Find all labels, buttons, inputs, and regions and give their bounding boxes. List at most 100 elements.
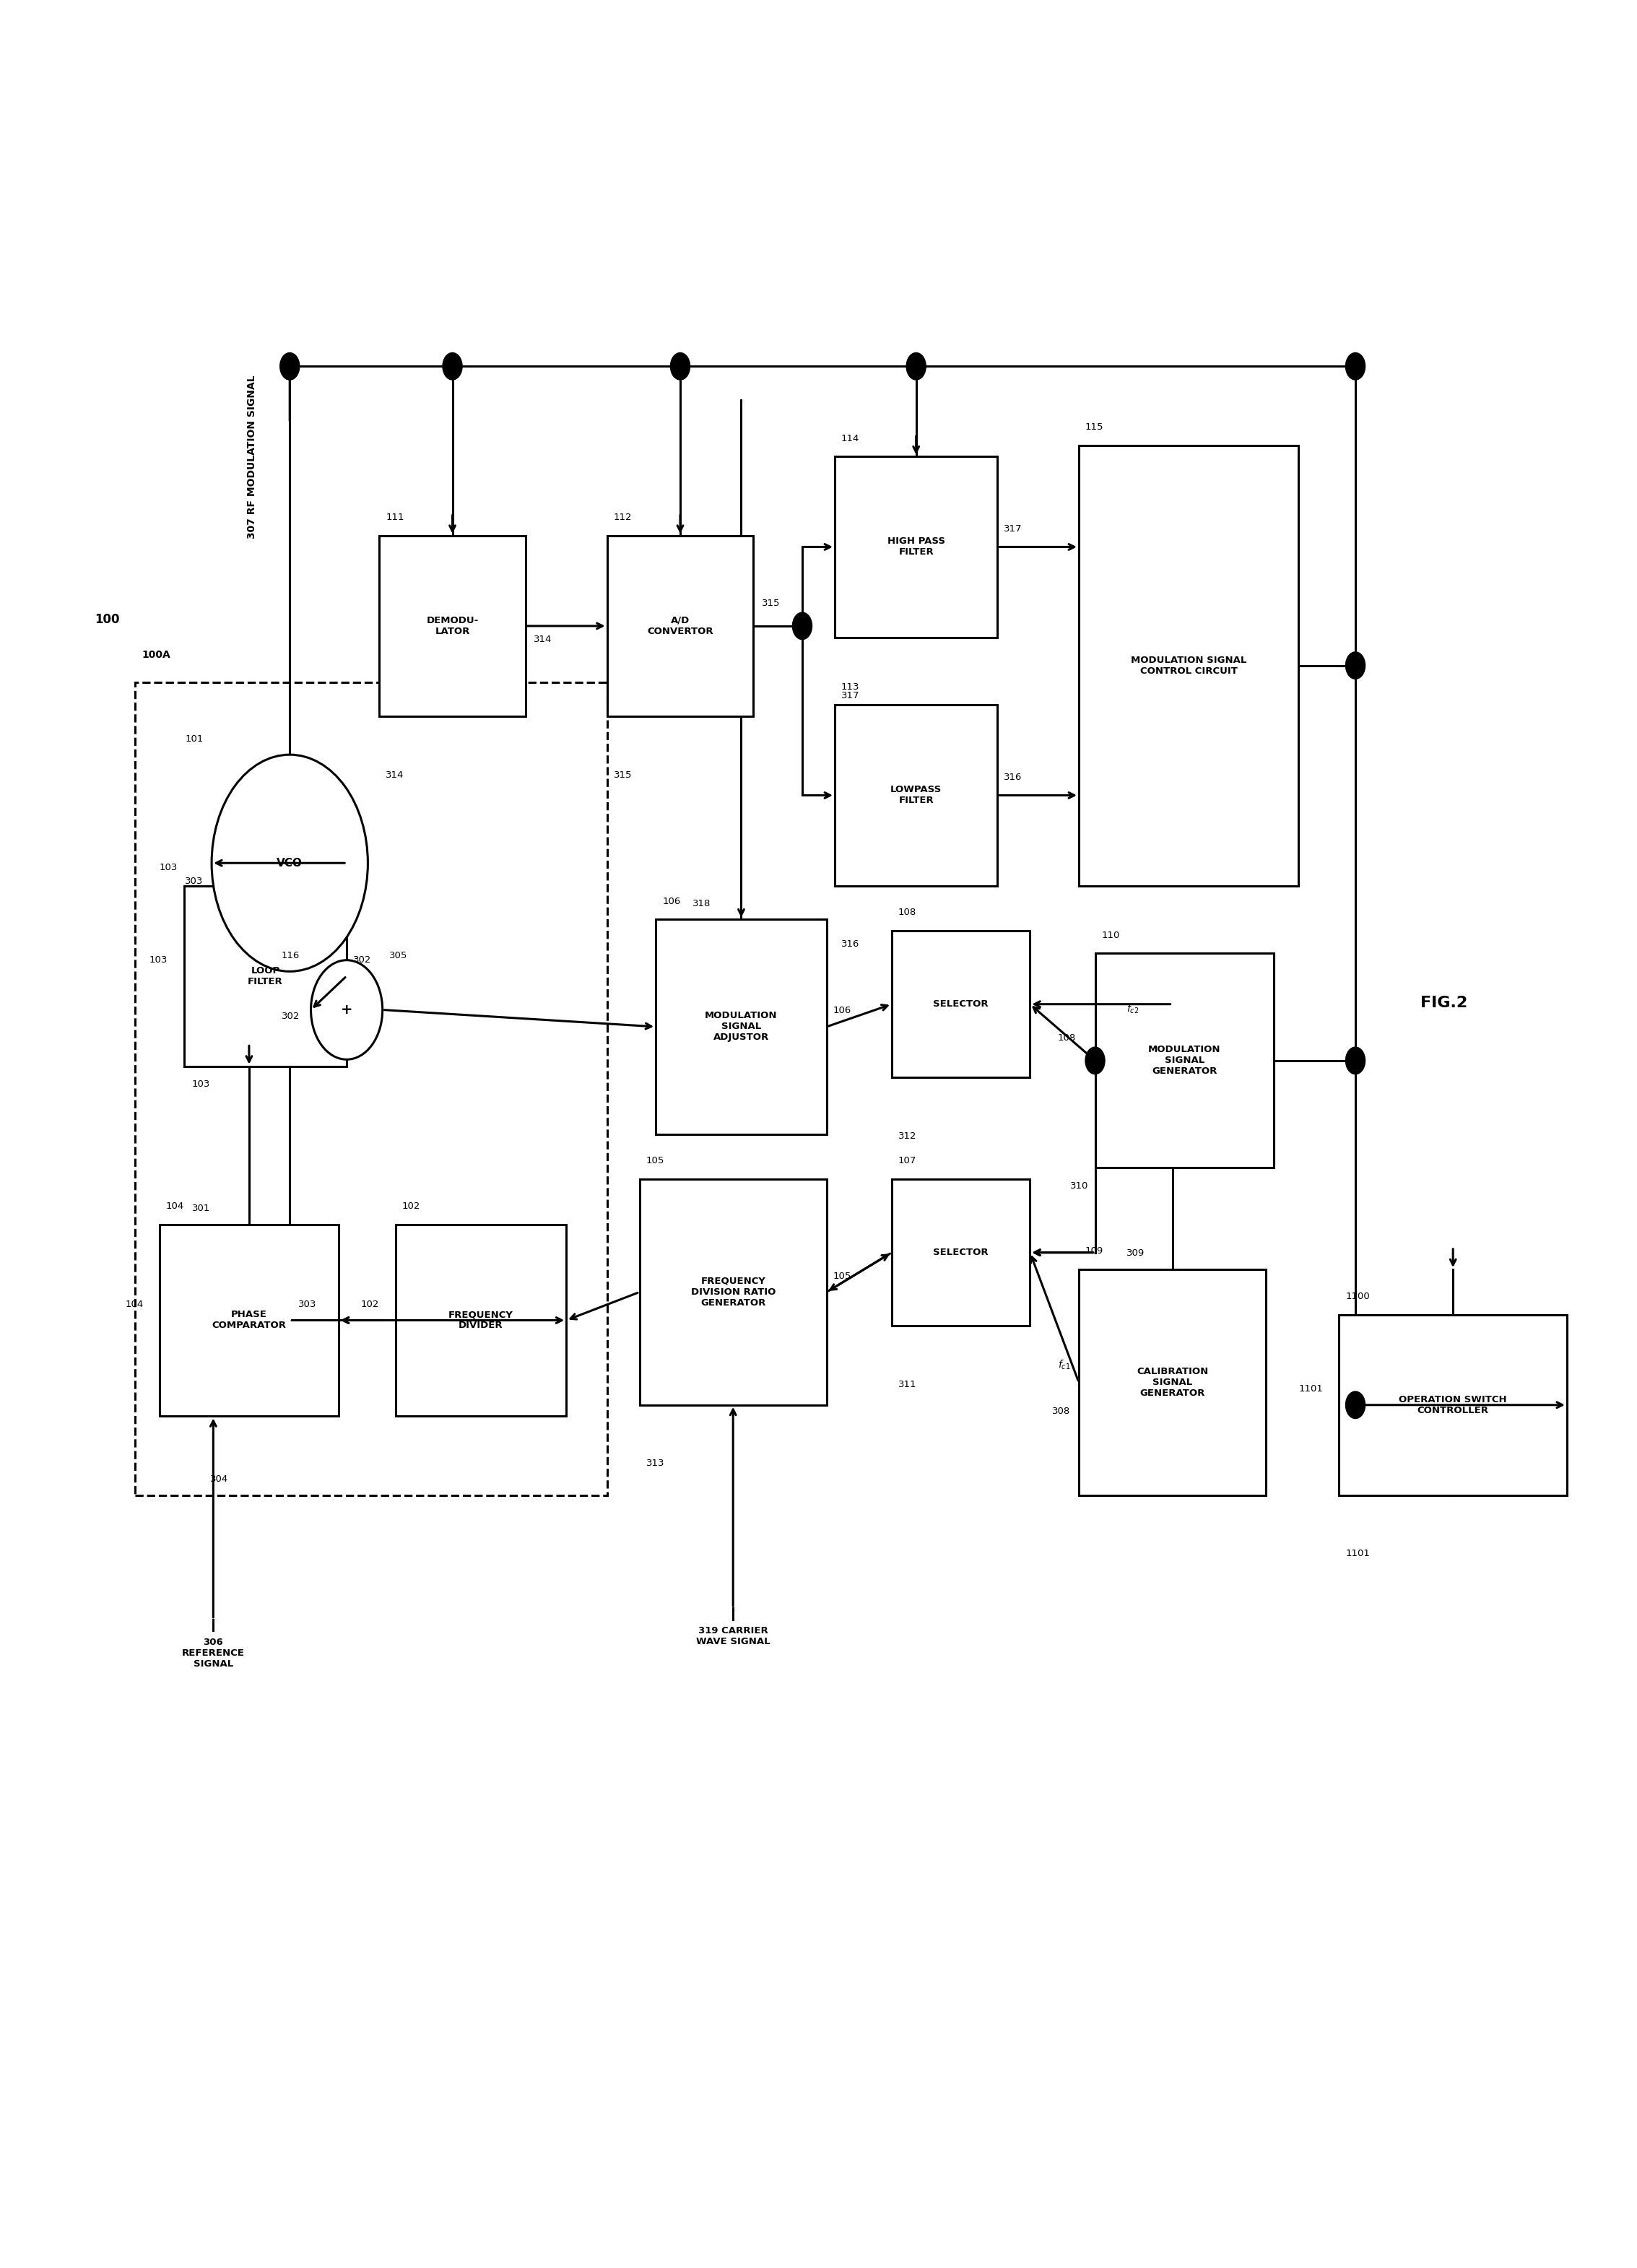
Circle shape <box>1346 354 1365 379</box>
Text: 104: 104 <box>165 1202 185 1211</box>
Text: MODULATION
SIGNAL
GENERATOR: MODULATION SIGNAL GENERATOR <box>1148 1046 1221 1075</box>
FancyBboxPatch shape <box>835 705 997 885</box>
Text: VCO: VCO <box>277 857 303 869</box>
FancyBboxPatch shape <box>835 456 997 637</box>
Text: 1101: 1101 <box>1346 1549 1370 1558</box>
Circle shape <box>1346 1048 1365 1075</box>
Circle shape <box>280 354 300 379</box>
Text: 301: 301 <box>192 1204 211 1213</box>
Text: 303: 303 <box>185 875 203 885</box>
Text: 105: 105 <box>833 1272 851 1281</box>
Circle shape <box>1346 1390 1365 1418</box>
FancyBboxPatch shape <box>607 535 753 717</box>
FancyBboxPatch shape <box>1095 953 1274 1168</box>
Text: 114: 114 <box>841 433 859 442</box>
Text: 102: 102 <box>403 1202 421 1211</box>
Text: $f_{c2}$: $f_{c2}$ <box>1126 1002 1139 1016</box>
FancyBboxPatch shape <box>159 1225 339 1415</box>
Text: LOWPASS
FILTER: LOWPASS FILTER <box>891 785 941 805</box>
FancyBboxPatch shape <box>183 885 347 1066</box>
Text: 312: 312 <box>899 1132 917 1141</box>
Text: 314: 314 <box>534 635 552 644</box>
Text: 102: 102 <box>360 1300 380 1309</box>
Text: 305: 305 <box>390 950 408 959</box>
Text: 309: 309 <box>1126 1250 1144 1259</box>
Text: 316: 316 <box>1003 773 1021 782</box>
FancyBboxPatch shape <box>1079 1270 1265 1495</box>
Text: FIG.2: FIG.2 <box>1421 996 1468 1009</box>
Text: 105: 105 <box>647 1157 665 1166</box>
Text: LOOP
FILTER: LOOP FILTER <box>247 966 283 987</box>
Text: DEMODU-
LATOR: DEMODU- LATOR <box>426 617 478 635</box>
Text: OPERATION SWITCH
CONTROLLER: OPERATION SWITCH CONTROLLER <box>1400 1395 1508 1415</box>
Text: 103: 103 <box>159 862 177 873</box>
Text: MODULATION SIGNAL
CONTROL CIRCUIT: MODULATION SIGNAL CONTROL CIRCUIT <box>1131 655 1246 676</box>
Text: 103: 103 <box>149 955 167 964</box>
FancyBboxPatch shape <box>892 1179 1030 1327</box>
Circle shape <box>907 354 927 379</box>
Circle shape <box>311 959 383 1059</box>
Circle shape <box>211 755 368 971</box>
FancyBboxPatch shape <box>1079 445 1298 885</box>
FancyBboxPatch shape <box>892 930 1030 1077</box>
Text: HIGH PASS
FILTER: HIGH PASS FILTER <box>887 538 945 558</box>
Circle shape <box>442 354 462 379</box>
Text: 311: 311 <box>899 1379 917 1390</box>
Text: 100: 100 <box>95 612 120 626</box>
Text: 1101: 1101 <box>1298 1383 1323 1393</box>
Text: 304: 304 <box>210 1474 228 1483</box>
Text: MODULATION
SIGNAL
ADJUSTOR: MODULATION SIGNAL ADJUSTOR <box>706 1012 778 1043</box>
Circle shape <box>1085 1048 1105 1075</box>
Text: 107: 107 <box>899 1157 917 1166</box>
Text: A/D
CONVERTOR: A/D CONVERTOR <box>647 617 714 635</box>
Text: 100A: 100A <box>142 649 170 660</box>
Text: 108: 108 <box>1058 1034 1076 1043</box>
FancyBboxPatch shape <box>396 1225 566 1415</box>
Text: 313: 313 <box>647 1458 665 1467</box>
Text: 1100: 1100 <box>1346 1293 1370 1302</box>
Circle shape <box>1346 651 1365 678</box>
Text: $f_{c1}$: $f_{c1}$ <box>1058 1359 1071 1372</box>
Text: SELECTOR: SELECTOR <box>933 1000 989 1009</box>
Text: 316: 316 <box>841 939 859 948</box>
Text: 104: 104 <box>124 1300 144 1309</box>
FancyBboxPatch shape <box>1339 1315 1567 1495</box>
Text: 314: 314 <box>386 771 404 780</box>
Text: 308: 308 <box>1053 1406 1071 1415</box>
Text: 112: 112 <box>614 513 632 522</box>
Text: 303: 303 <box>298 1300 316 1309</box>
Text: 111: 111 <box>386 513 404 522</box>
Text: 113: 113 <box>841 683 859 692</box>
Text: 109: 109 <box>1085 1247 1103 1256</box>
Text: 315: 315 <box>614 771 632 780</box>
Text: 116: 116 <box>282 950 300 959</box>
Text: 319 CARRIER
WAVE SIGNAL: 319 CARRIER WAVE SIGNAL <box>696 1626 769 1647</box>
Text: SELECTOR: SELECTOR <box>933 1247 989 1256</box>
Text: PHASE
COMPARATOR: PHASE COMPARATOR <box>211 1311 286 1331</box>
Text: 302: 302 <box>354 955 372 964</box>
Text: 106: 106 <box>833 1007 851 1016</box>
Text: 302: 302 <box>282 1012 300 1021</box>
Text: FREQUENCY
DIVIDER: FREQUENCY DIVIDER <box>449 1311 514 1331</box>
Text: 315: 315 <box>761 599 779 608</box>
Text: 306
REFERENCE
SIGNAL: 306 REFERENCE SIGNAL <box>182 1637 244 1669</box>
Text: 317: 317 <box>841 692 859 701</box>
Circle shape <box>792 612 812 640</box>
Text: 108: 108 <box>899 907 917 916</box>
FancyBboxPatch shape <box>380 535 525 717</box>
FancyBboxPatch shape <box>656 919 827 1134</box>
FancyBboxPatch shape <box>640 1179 827 1404</box>
Text: FREQUENCY
DIVISION RATIO
GENERATOR: FREQUENCY DIVISION RATIO GENERATOR <box>691 1277 776 1309</box>
Text: 101: 101 <box>185 735 203 744</box>
Text: 110: 110 <box>1102 930 1120 939</box>
Text: 103: 103 <box>192 1080 211 1089</box>
Text: 307 RF MODULATION SIGNAL: 307 RF MODULATION SIGNAL <box>247 374 257 538</box>
Circle shape <box>671 354 689 379</box>
Text: 310: 310 <box>1071 1182 1089 1191</box>
Text: CALIBRATION
SIGNAL
GENERATOR: CALIBRATION SIGNAL GENERATOR <box>1136 1368 1208 1397</box>
Text: 317: 317 <box>1003 524 1023 533</box>
Text: 318: 318 <box>692 898 710 907</box>
Text: +: + <box>340 1002 352 1016</box>
Text: 106: 106 <box>663 896 681 905</box>
Text: 115: 115 <box>1085 422 1103 431</box>
